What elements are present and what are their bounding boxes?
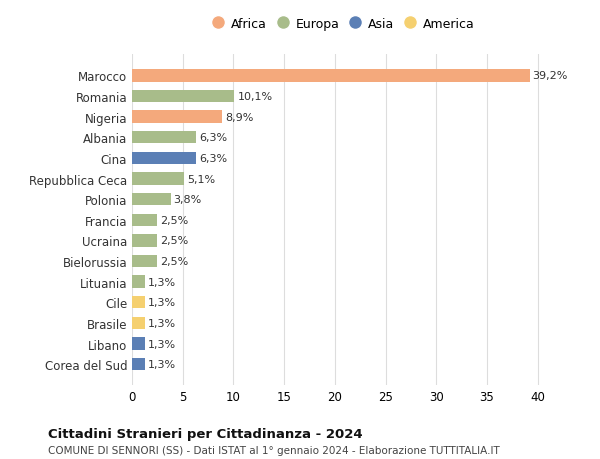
- Text: 6,3%: 6,3%: [199, 133, 227, 143]
- Bar: [132, 194, 170, 206]
- Text: 1,3%: 1,3%: [148, 339, 176, 349]
- Legend: Africa, Europa, Asia, America: Africa, Europa, Asia, America: [215, 18, 475, 31]
- Bar: [132, 235, 157, 247]
- Bar: [132, 276, 145, 288]
- Text: 2,5%: 2,5%: [160, 236, 188, 246]
- Bar: [132, 317, 145, 330]
- Text: 10,1%: 10,1%: [238, 92, 272, 102]
- Text: 2,5%: 2,5%: [160, 257, 188, 267]
- Bar: [132, 255, 157, 268]
- Text: 2,5%: 2,5%: [160, 215, 188, 225]
- Text: 1,3%: 1,3%: [148, 359, 176, 369]
- Text: Cittadini Stranieri per Cittadinanza - 2024: Cittadini Stranieri per Cittadinanza - 2…: [48, 427, 362, 440]
- Text: 5,1%: 5,1%: [187, 174, 215, 184]
- Text: 3,8%: 3,8%: [173, 195, 202, 205]
- Bar: [132, 152, 196, 165]
- Text: 6,3%: 6,3%: [199, 154, 227, 163]
- Bar: [132, 358, 145, 370]
- Bar: [132, 132, 196, 144]
- Bar: [132, 214, 157, 226]
- Bar: [132, 70, 530, 83]
- Text: 1,3%: 1,3%: [148, 277, 176, 287]
- Text: COMUNE DI SENNORI (SS) - Dati ISTAT al 1° gennaio 2024 - Elaborazione TUTTITALIA: COMUNE DI SENNORI (SS) - Dati ISTAT al 1…: [48, 445, 500, 455]
- Bar: [132, 173, 184, 185]
- Text: 1,3%: 1,3%: [148, 297, 176, 308]
- Text: 1,3%: 1,3%: [148, 318, 176, 328]
- Bar: [132, 111, 222, 123]
- Text: 8,9%: 8,9%: [226, 112, 254, 123]
- Bar: [132, 297, 145, 309]
- Text: 39,2%: 39,2%: [533, 71, 568, 81]
- Bar: [132, 338, 145, 350]
- Bar: [132, 91, 235, 103]
